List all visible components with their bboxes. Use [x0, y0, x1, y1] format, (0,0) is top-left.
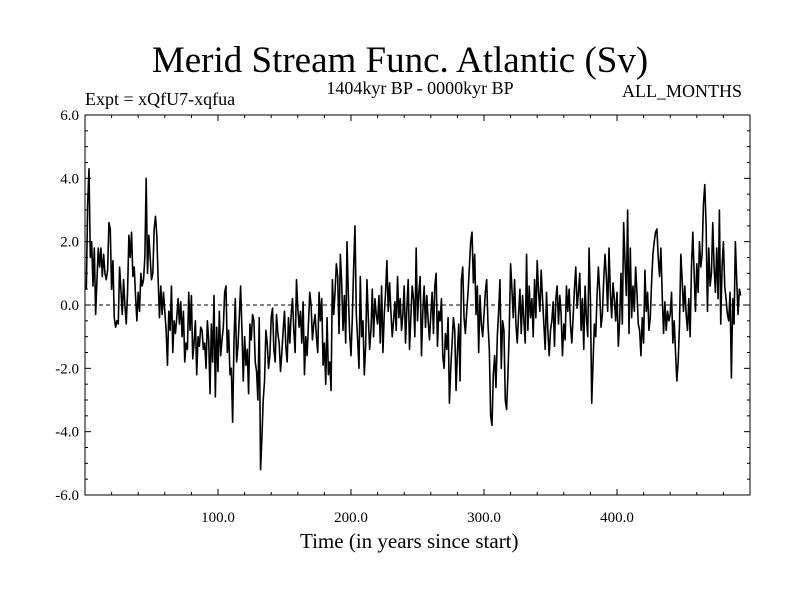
y-tick-label: -4.0: [55, 425, 79, 441]
x-tick-label: 400.0: [600, 510, 634, 526]
x-axis-label: Time (in years since start): [300, 529, 519, 553]
chart-title: Merid Stream Func. Atlantic (Sv): [151, 40, 649, 81]
x-tick-label: 200.0: [334, 510, 368, 526]
y-tick-label: 0.0: [60, 298, 79, 314]
chart-subtitle: 1404kyr BP - 0000kyr BP: [326, 78, 514, 98]
y-tick-label: 2.0: [60, 235, 79, 251]
x-tick-label: 300.0: [467, 510, 501, 526]
y-tick-label: -6.0: [55, 488, 79, 504]
experiment-label: Expt = xQfU7-xqfua: [85, 89, 236, 109]
months-label: ALL_MONTHS: [622, 81, 742, 101]
x-axis-ticks: 100.0 200.0 300.0 400.0: [111, 115, 724, 526]
y-axis-ticks: 6.0 4.0 2.0 0.0 -2.0 -4.0 -6.0: [55, 108, 750, 504]
y-tick-label: 6.0: [60, 108, 79, 124]
x-tick-label: 100.0: [201, 510, 235, 526]
y-tick-label: 4.0: [60, 171, 79, 187]
series-line-xqfua: [85, 168, 742, 471]
y-tick-label: -2.0: [55, 361, 79, 377]
